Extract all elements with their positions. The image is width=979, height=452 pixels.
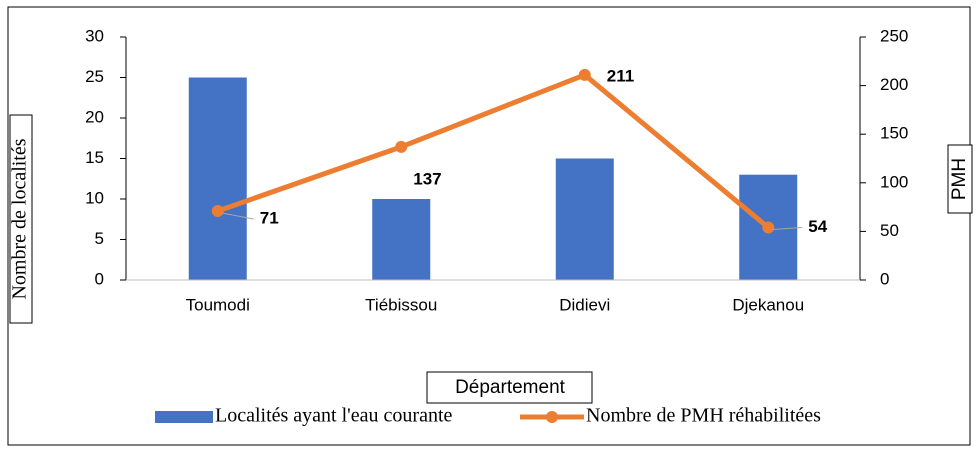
line: [216, 72, 770, 230]
x-axis-title: Département: [455, 377, 566, 398]
line-marker: [211, 204, 224, 217]
legend-marker: [546, 411, 558, 423]
bar: [188, 77, 247, 280]
data-label: 211: [607, 66, 634, 85]
legend-swatch: [155, 411, 213, 423]
bar: [372, 199, 431, 280]
y-tick-label: 10: [85, 188, 104, 207]
y2-tick-label: 150: [880, 124, 908, 143]
y-axis-title: Nombre de localités: [9, 138, 31, 299]
x-tick-label: Toumodi: [186, 295, 250, 314]
y-tick-label: 25: [85, 67, 104, 86]
y-title-box: [9, 114, 33, 324]
line-marker: [578, 68, 591, 81]
y-tick-label: 5: [95, 229, 104, 248]
y2-title-box: [947, 144, 973, 214]
x-tick-label: Tiébissou: [365, 295, 437, 314]
y-tick-label: 15: [85, 148, 104, 167]
x-tick-label: Didievi: [559, 295, 610, 314]
y-tick-label: 20: [85, 107, 104, 126]
line-marker: [395, 140, 408, 153]
legend-label: Localités ayant l'eau courante: [215, 405, 452, 427]
x-tick-label: Djekanou: [732, 295, 804, 314]
data-label: 54: [808, 217, 827, 236]
legend-label: Nombre de PMH réhabilitées: [586, 405, 821, 427]
bar: [555, 158, 614, 280]
leader-line: [221, 212, 254, 220]
x-title-box: [426, 371, 593, 404]
y-tick-label: 30: [85, 26, 104, 45]
y2-axis-title: PMH: [949, 158, 970, 200]
y2-tick-label: 250: [880, 26, 908, 45]
leader-line: [772, 227, 803, 231]
y2-tick-label: 0: [880, 269, 889, 288]
data-label: 137: [413, 169, 441, 188]
y2-tick-label: 200: [880, 75, 908, 94]
line-marker: [762, 221, 775, 234]
y2-tick-label: 50: [880, 221, 899, 240]
y2-tick-label: 100: [880, 172, 908, 191]
chart-frame: [7, 6, 971, 446]
y-tick-label: 0: [95, 269, 104, 288]
data-label: 71: [260, 208, 279, 227]
